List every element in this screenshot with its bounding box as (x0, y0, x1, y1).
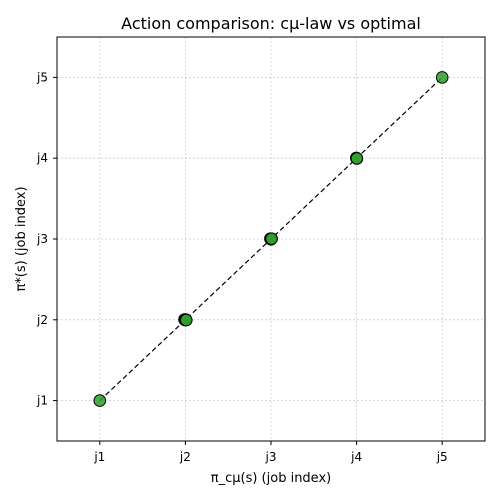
data-point (180, 313, 193, 327)
x-tick-label: j1 (93, 450, 105, 464)
data-point (350, 152, 364, 165)
data-point (265, 232, 278, 245)
y-tick-label: j5 (36, 70, 48, 84)
y-tick-label: j2 (36, 313, 48, 327)
data-point (435, 71, 449, 84)
x-axis-ticks: j1 j2 j3 j4 j5 (93, 441, 448, 464)
y-tick-label: j1 (36, 394, 48, 408)
y-tick-label: j3 (36, 232, 48, 246)
points-layer (93, 71, 449, 407)
x-tick-label: j2 (179, 450, 191, 464)
chart-title: Action comparison: cμ-law vs optimal (121, 14, 421, 33)
x-tick-label: j4 (350, 450, 362, 464)
x-tick-label: j5 (436, 450, 448, 464)
x-tick-label: j3 (265, 450, 277, 464)
x-axis-label: π_cμ(s) (job index) (211, 471, 331, 486)
y-axis-ticks: j1 j2 j3 j4 j5 (36, 70, 57, 408)
y-axis-label: π*(s) (job index) (14, 186, 29, 291)
y-tick-label: j4 (36, 151, 48, 165)
data-point (93, 394, 107, 407)
grid (57, 37, 485, 441)
